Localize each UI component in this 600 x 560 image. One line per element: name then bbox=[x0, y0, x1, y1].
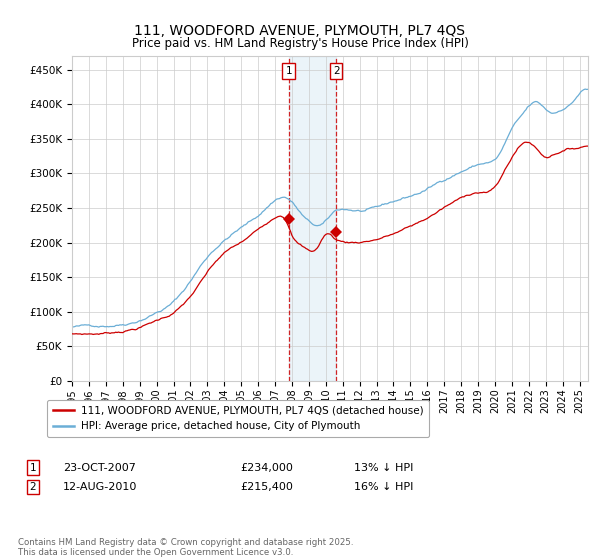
Legend: 111, WOODFORD AVENUE, PLYMOUTH, PL7 4QS (detached house), HPI: Average price, de: 111, WOODFORD AVENUE, PLYMOUTH, PL7 4QS … bbox=[47, 400, 430, 437]
Text: Contains HM Land Registry data © Crown copyright and database right 2025.
This d: Contains HM Land Registry data © Crown c… bbox=[18, 538, 353, 557]
Text: 1: 1 bbox=[29, 463, 37, 473]
Text: 23-OCT-2007: 23-OCT-2007 bbox=[63, 463, 136, 473]
Text: 16% ↓ HPI: 16% ↓ HPI bbox=[354, 482, 413, 492]
Text: 12-AUG-2010: 12-AUG-2010 bbox=[63, 482, 137, 492]
Text: 2: 2 bbox=[333, 66, 340, 76]
Text: £234,000: £234,000 bbox=[240, 463, 293, 473]
Text: 2: 2 bbox=[29, 482, 37, 492]
Bar bbox=[289, 56, 336, 381]
Text: 111, WOODFORD AVENUE, PLYMOUTH, PL7 4QS: 111, WOODFORD AVENUE, PLYMOUTH, PL7 4QS bbox=[134, 24, 466, 38]
Text: £215,400: £215,400 bbox=[240, 482, 293, 492]
Text: 1: 1 bbox=[286, 66, 292, 76]
Text: Price paid vs. HM Land Registry's House Price Index (HPI): Price paid vs. HM Land Registry's House … bbox=[131, 37, 469, 50]
Text: 13% ↓ HPI: 13% ↓ HPI bbox=[354, 463, 413, 473]
